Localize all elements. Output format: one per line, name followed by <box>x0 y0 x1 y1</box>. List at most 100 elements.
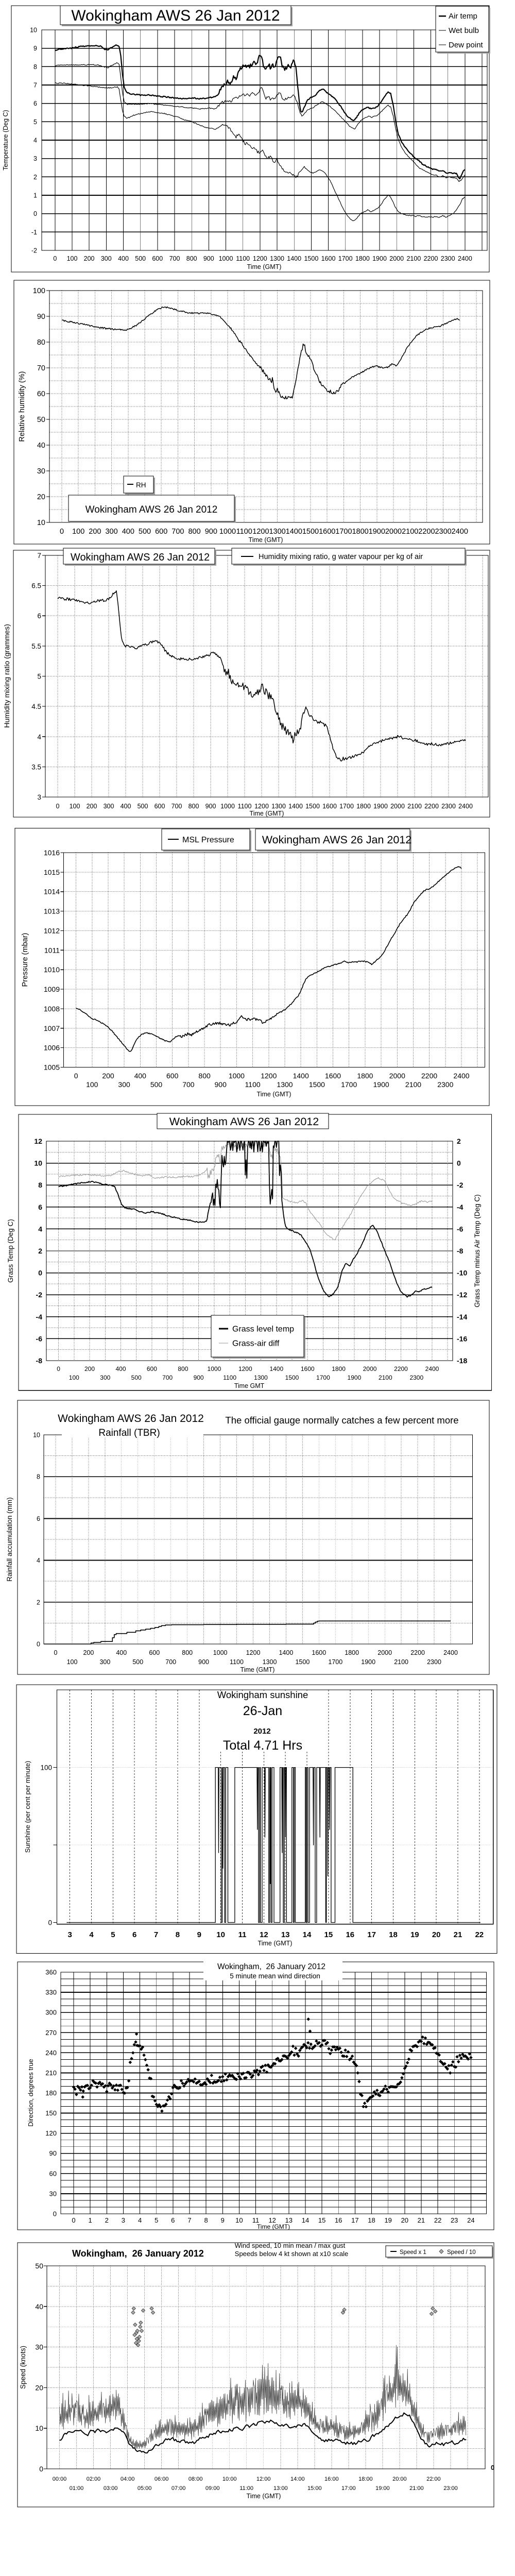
svg-text:1300: 1300 <box>254 1374 268 1381</box>
svg-text:2400: 2400 <box>458 255 472 262</box>
svg-text:200: 200 <box>87 803 97 810</box>
svg-text:8: 8 <box>38 1181 42 1189</box>
svg-text:1800: 1800 <box>345 1649 359 1656</box>
svg-text:1500: 1500 <box>285 1374 299 1381</box>
svg-text:6: 6 <box>37 1515 40 1522</box>
svg-text:5: 5 <box>111 1930 115 1939</box>
svg-text:Wokingham AWS 26 Jan 2012: Wokingham AWS 26 Jan 2012 <box>71 552 210 563</box>
svg-text:210: 210 <box>45 2069 57 2077</box>
svg-text:Wokingham AWS 26 Jan 2012: Wokingham AWS 26 Jan 2012 <box>71 7 280 24</box>
svg-text:2400: 2400 <box>425 1365 439 1372</box>
svg-text:Grass-air diff: Grass-air diff <box>232 1340 280 1348</box>
svg-text:16:00: 16:00 <box>324 2476 339 2482</box>
svg-text:9: 9 <box>221 2216 225 2224</box>
svg-text:180: 180 <box>45 2089 57 2097</box>
svg-text:-8: -8 <box>36 1357 43 1365</box>
svg-text:500: 500 <box>139 528 151 536</box>
svg-text:500: 500 <box>132 1658 143 1666</box>
svg-text:06:00: 06:00 <box>154 2476 169 2482</box>
svg-text:6: 6 <box>38 1203 42 1211</box>
svg-text:Total 4.71 Hrs: Total 4.71 Hrs <box>223 1738 302 1753</box>
svg-text:1100: 1100 <box>245 1080 261 1089</box>
svg-text:-2: -2 <box>457 1181 464 1189</box>
svg-text:04:00: 04:00 <box>121 2476 135 2482</box>
svg-text:2300: 2300 <box>409 1374 423 1381</box>
svg-text:16: 16 <box>335 2216 342 2224</box>
svg-text:1800: 1800 <box>356 803 371 810</box>
svg-text:900: 900 <box>198 1658 209 1666</box>
svg-text:300: 300 <box>101 255 112 262</box>
svg-text:50: 50 <box>37 416 45 424</box>
svg-text:1000: 1000 <box>219 255 233 262</box>
svg-text:3: 3 <box>37 793 41 801</box>
svg-text:1009: 1009 <box>44 985 60 993</box>
svg-text:40: 40 <box>35 2302 43 2311</box>
svg-text:16: 16 <box>346 1930 354 1939</box>
svg-text:24: 24 <box>467 2216 474 2224</box>
svg-text:13: 13 <box>285 2216 293 2224</box>
svg-text:2: 2 <box>38 1247 42 1255</box>
svg-text:0: 0 <box>53 2210 57 2218</box>
svg-text:8: 8 <box>176 1930 180 1939</box>
svg-text:The official gauge normally ca: The official gauge normally catches a fe… <box>225 1415 458 1426</box>
svg-text:-2: -2 <box>36 1291 43 1299</box>
svg-text:1100: 1100 <box>230 1658 244 1666</box>
svg-text:1200: 1200 <box>238 1365 252 1372</box>
svg-text:2012: 2012 <box>253 1727 270 1736</box>
svg-text:Time (GMT): Time (GMT) <box>249 536 283 544</box>
svg-text:300: 300 <box>100 1374 110 1381</box>
svg-text:600: 600 <box>154 803 165 810</box>
svg-text:Speed x 1: Speed x 1 <box>400 2249 426 2256</box>
svg-text:700: 700 <box>182 1080 195 1089</box>
svg-text:2000: 2000 <box>377 1649 392 1656</box>
svg-text:Speeds below 4 kt shown at x10: Speeds below 4 kt shown at x10 scale <box>235 2250 348 2258</box>
svg-text:Speed (knots): Speed (knots) <box>19 2346 27 2389</box>
svg-text:300: 300 <box>105 528 117 536</box>
svg-text:-10: -10 <box>457 1269 467 1277</box>
svg-text:-4: -4 <box>457 1203 464 1211</box>
svg-text:2300: 2300 <box>427 1658 441 1666</box>
svg-text:2400: 2400 <box>453 1072 469 1080</box>
svg-text:20: 20 <box>401 2216 408 2224</box>
svg-text:900: 900 <box>215 1080 227 1089</box>
svg-text:4: 4 <box>37 1557 40 1564</box>
svg-text:07:00: 07:00 <box>171 2485 186 2492</box>
svg-text:100: 100 <box>67 1658 78 1666</box>
svg-text:2: 2 <box>33 174 37 181</box>
svg-text:270: 270 <box>45 2029 57 2037</box>
svg-text:13:00: 13:00 <box>273 2485 288 2492</box>
svg-text:Wokingham AWS 26 Jan 2012: Wokingham AWS 26 Jan 2012 <box>85 504 218 515</box>
svg-text:400: 400 <box>115 1365 126 1372</box>
svg-text:100: 100 <box>72 528 84 536</box>
svg-text:0: 0 <box>56 803 60 810</box>
svg-text:Wind speed, 10 min mean / max: Wind speed, 10 min mean / max gust <box>235 2242 346 2249</box>
svg-text:22:00: 22:00 <box>426 2476 441 2482</box>
svg-text:2400: 2400 <box>443 1649 458 1656</box>
svg-text:500: 500 <box>150 1080 163 1089</box>
svg-text:14:00: 14:00 <box>290 2476 305 2482</box>
svg-text:1800: 1800 <box>355 255 370 262</box>
svg-text:Wokingham, 26 January 2012: Wokingham, 26 January 2012 <box>217 1962 325 1971</box>
svg-text:1400: 1400 <box>269 1365 283 1372</box>
svg-text:50: 50 <box>35 2262 43 2270</box>
svg-text:9: 9 <box>197 1930 201 1939</box>
svg-text:5.5: 5.5 <box>31 642 41 650</box>
svg-text:0: 0 <box>457 1159 461 1167</box>
svg-text:1700: 1700 <box>341 1080 357 1089</box>
svg-text:90: 90 <box>49 2149 57 2157</box>
svg-text:-8: -8 <box>457 1247 464 1255</box>
svg-text:1006: 1006 <box>44 1044 60 1052</box>
svg-text:2100: 2100 <box>379 1374 392 1381</box>
svg-text:Wokingham AWS 26 Jan 2012: Wokingham AWS 26 Jan 2012 <box>169 1115 319 1128</box>
svg-text:Time (GMT): Time (GMT) <box>247 2493 281 2500</box>
svg-text:1: 1 <box>88 2216 92 2224</box>
svg-text:0: 0 <box>74 1072 78 1080</box>
svg-text:80: 80 <box>37 338 45 347</box>
svg-text:0: 0 <box>38 1269 42 1277</box>
svg-text:1600: 1600 <box>321 255 336 262</box>
svg-text:1400: 1400 <box>287 255 301 262</box>
svg-text:1600: 1600 <box>319 528 335 536</box>
svg-text:900: 900 <box>205 803 216 810</box>
svg-text:0: 0 <box>491 2464 494 2471</box>
svg-text:Grass level temp: Grass level temp <box>232 1325 294 1334</box>
